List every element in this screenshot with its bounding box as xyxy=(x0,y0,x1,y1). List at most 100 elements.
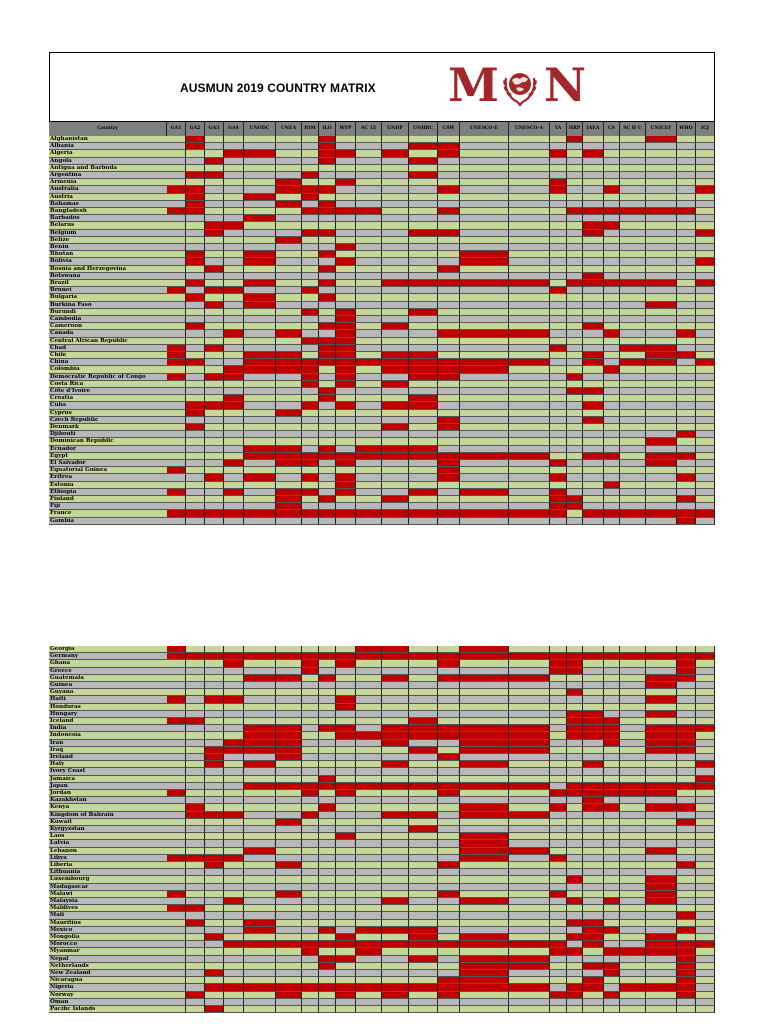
assigned-cell xyxy=(438,754,460,762)
country-name: Liberia xyxy=(49,862,167,870)
empty-cell xyxy=(620,236,646,244)
empty-cell xyxy=(604,467,620,475)
empty-cell xyxy=(205,330,224,338)
empty-cell xyxy=(409,503,438,511)
assigned-cell xyxy=(409,826,438,834)
assigned-cell xyxy=(186,251,205,259)
empty-cell xyxy=(167,754,186,762)
empty-cell xyxy=(205,258,224,266)
empty-cell xyxy=(696,136,715,144)
assigned-cell xyxy=(438,890,460,898)
empty-cell xyxy=(677,768,696,776)
empty-cell xyxy=(276,258,302,266)
assigned-cell xyxy=(319,674,336,682)
empty-cell xyxy=(186,955,205,963)
empty-cell xyxy=(302,222,319,230)
empty-cell xyxy=(604,998,620,1006)
empty-cell xyxy=(460,150,509,158)
empty-cell xyxy=(186,308,205,316)
empty-cell xyxy=(646,409,677,417)
assigned-cell xyxy=(550,790,567,798)
empty-cell xyxy=(567,294,583,302)
assigned-cell xyxy=(302,308,319,316)
empty-cell xyxy=(186,725,205,733)
empty-cell xyxy=(438,797,460,805)
table-row: Guyana xyxy=(49,689,715,697)
empty-cell xyxy=(646,172,677,180)
empty-cell xyxy=(646,251,677,259)
assigned-cell xyxy=(583,510,604,518)
empty-cell xyxy=(302,179,319,187)
empty-cell xyxy=(167,316,186,324)
empty-cell xyxy=(186,998,205,1006)
empty-cell xyxy=(205,869,224,877)
empty-cell xyxy=(302,977,319,985)
country-name: Armenia xyxy=(49,179,167,187)
assigned-cell xyxy=(604,222,620,230)
table-row: Laos xyxy=(49,833,715,841)
empty-cell xyxy=(509,991,550,999)
empty-cell xyxy=(567,366,583,374)
empty-cell xyxy=(567,646,583,654)
empty-cell xyxy=(336,876,356,884)
empty-cell xyxy=(646,660,677,668)
empty-cell xyxy=(460,474,509,482)
assigned-cell xyxy=(646,136,677,144)
empty-cell xyxy=(276,768,302,776)
assigned-cell xyxy=(646,934,677,942)
assigned-cell xyxy=(336,244,356,252)
assigned-cell xyxy=(438,474,460,482)
empty-cell xyxy=(224,301,244,309)
assigned-cell xyxy=(167,718,186,726)
empty-cell xyxy=(167,258,186,266)
empty-cell xyxy=(276,474,302,482)
country-name: Belgium xyxy=(49,230,167,237)
empty-cell xyxy=(550,136,567,144)
assigned-cell xyxy=(409,366,438,374)
empty-cell xyxy=(550,912,567,920)
empty-cell xyxy=(583,754,604,762)
country-name: Kyrgyzstan xyxy=(49,826,167,834)
table-row: Côte d'Ivoire xyxy=(49,388,715,396)
assigned-cell xyxy=(186,208,205,216)
empty-cell xyxy=(620,460,646,468)
column-header: CS xyxy=(604,122,620,136)
empty-cell xyxy=(604,883,620,891)
empty-cell xyxy=(356,689,382,697)
empty-cell xyxy=(567,416,583,424)
empty-cell xyxy=(604,402,620,410)
logo-letter-m: M xyxy=(448,58,501,112)
country-name: Nepal xyxy=(49,956,167,963)
assigned-cell xyxy=(583,222,604,230)
empty-cell xyxy=(567,409,583,417)
empty-cell xyxy=(224,481,244,489)
empty-cell xyxy=(567,258,583,266)
empty-cell xyxy=(319,718,336,726)
empty-cell xyxy=(583,883,604,891)
empty-cell xyxy=(224,1006,244,1014)
empty-cell xyxy=(319,876,336,884)
empty-cell xyxy=(438,912,460,920)
table-row: Benin xyxy=(49,244,715,252)
empty-cell xyxy=(319,416,336,424)
empty-cell xyxy=(319,710,336,718)
empty-cell xyxy=(583,316,604,324)
empty-cell xyxy=(224,646,244,654)
empty-cell xyxy=(244,890,276,898)
empty-cell xyxy=(205,840,224,848)
empty-cell xyxy=(583,503,604,511)
assigned-cell xyxy=(302,653,319,661)
assigned-cell xyxy=(302,460,319,468)
empty-cell xyxy=(509,474,550,482)
empty-cell xyxy=(224,674,244,682)
empty-cell xyxy=(319,869,336,877)
empty-cell xyxy=(205,941,224,949)
empty-cell xyxy=(696,438,715,446)
empty-cell xyxy=(696,272,715,280)
assigned-cell xyxy=(244,739,276,747)
empty-cell xyxy=(583,948,604,956)
empty-cell xyxy=(276,934,302,942)
empty-cell xyxy=(167,438,186,446)
assigned-cell xyxy=(677,948,696,956)
column-header: HRP xyxy=(567,122,583,136)
